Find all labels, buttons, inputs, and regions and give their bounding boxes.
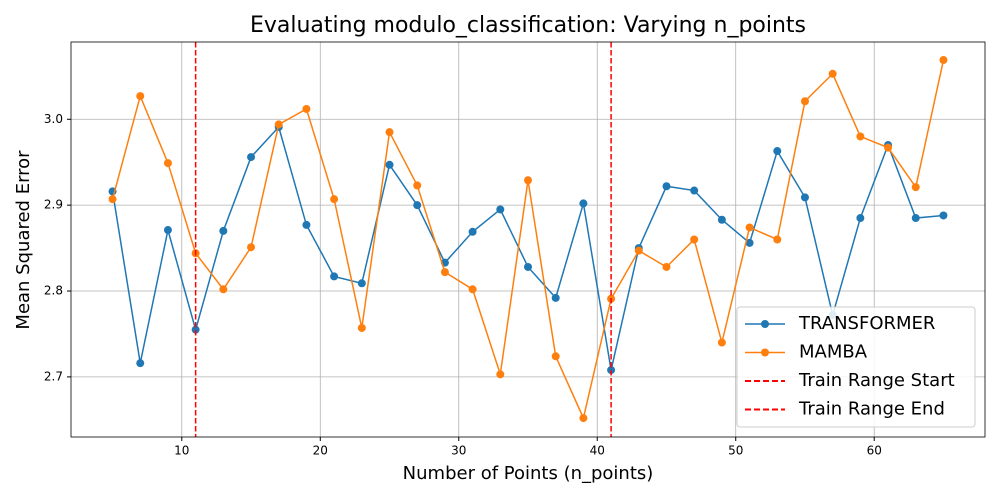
data-point: [745, 223, 754, 232]
data-point: [524, 176, 532, 185]
data-point: [136, 92, 145, 101]
data-point: [496, 370, 505, 379]
data-point: [717, 338, 726, 347]
data-point: [440, 268, 449, 277]
data-point: [357, 279, 366, 288]
data-point: [357, 323, 366, 332]
data-point: [136, 359, 145, 368]
data-point: [468, 227, 477, 236]
data-point: [717, 215, 726, 224]
data-point: [219, 226, 228, 235]
legend-label: Train Range End: [798, 399, 945, 420]
legend-label: TRANSFORMER: [798, 313, 935, 334]
x-axis-label: Number of Points (n_points): [403, 463, 654, 484]
data-point: [302, 220, 311, 229]
data-point: [690, 235, 699, 244]
x-tick-label: 40: [590, 444, 605, 458]
legend-box: [736, 306, 976, 428]
x-tick-label: 60: [867, 444, 882, 458]
x-tick-label: 30: [451, 444, 466, 458]
legend-label: MAMBA: [799, 342, 868, 363]
data-point: [413, 181, 422, 190]
data-point: [219, 285, 228, 294]
data-point: [274, 120, 283, 129]
data-point: [191, 325, 200, 334]
data-point: [163, 226, 172, 235]
plot-frame: [70, 41, 986, 438]
data-point: [108, 195, 117, 204]
x-tick-label: 50: [728, 444, 743, 458]
data-point: [856, 132, 865, 141]
data-point: [330, 195, 339, 204]
data-point: [856, 214, 865, 223]
x-tick-label: 10: [174, 444, 189, 458]
data-point: [800, 97, 809, 106]
data-point: [911, 183, 920, 192]
data-point: [800, 193, 809, 202]
data-point: [302, 104, 311, 113]
data-point: [551, 293, 560, 302]
data-point: [468, 285, 477, 294]
y-tick-label: 2.8: [44, 284, 63, 298]
legend-label: Train Range Start: [798, 370, 955, 391]
data-point: [247, 243, 256, 252]
data-point: [939, 56, 948, 65]
data-point: [579, 414, 588, 423]
data-point: [884, 143, 893, 152]
data-point: [330, 272, 339, 281]
legend: TRANSFORMER MAMBA Train Range Start Train R…: [736, 306, 976, 428]
legend-marker: [761, 348, 769, 357]
y-tick-label: 2.9: [44, 198, 63, 212]
data-point: [385, 128, 394, 137]
data-point: [496, 205, 505, 214]
data-point: [939, 211, 948, 220]
data-point: [247, 153, 256, 162]
data-point: [551, 352, 560, 361]
data-point: [662, 182, 671, 191]
data-point: [662, 262, 671, 271]
y-tick-label: 2.7: [44, 369, 63, 383]
y-axis-label: Mean Squared Error: [13, 150, 34, 330]
data-point: [690, 186, 699, 195]
data-point: [163, 159, 172, 168]
data-point: [828, 69, 837, 78]
chart-title: Evaluating modulo_classification: Varyin…: [250, 13, 806, 38]
data-point: [773, 235, 782, 244]
data-point: [745, 238, 754, 247]
data-point: [413, 201, 422, 210]
data-point: [524, 262, 532, 271]
y-tick-label: 3.0: [44, 112, 63, 126]
data-point: [911, 214, 920, 223]
data-point: [579, 199, 588, 208]
data-point: [385, 160, 394, 169]
data-point: [773, 147, 782, 156]
x-tick-label: 20: [313, 444, 328, 458]
legend-marker: [761, 320, 769, 328]
data-point: [634, 246, 643, 255]
